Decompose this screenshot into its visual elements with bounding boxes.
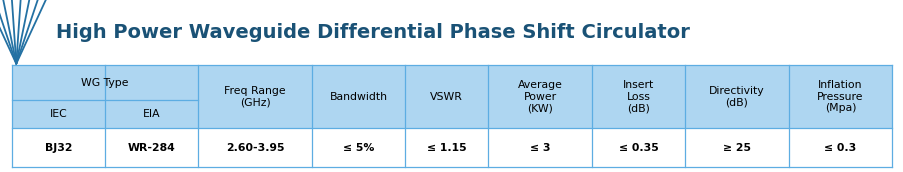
Bar: [787, 65, 891, 128]
Bar: [405, 128, 488, 167]
Bar: [684, 128, 787, 167]
Text: Bandwidth: Bandwidth: [330, 92, 387, 102]
Bar: [105, 128, 198, 167]
Bar: [591, 128, 684, 167]
Text: Inflation
Pressure
(Mpa): Inflation Pressure (Mpa): [816, 80, 862, 113]
Text: Insert
Loss
(dB): Insert Loss (dB): [622, 80, 654, 113]
Bar: [105, 65, 198, 128]
Text: ≤ 0.35: ≤ 0.35: [618, 143, 657, 153]
Bar: [198, 65, 312, 128]
Text: ≤ 3: ≤ 3: [529, 143, 550, 153]
Bar: [198, 128, 312, 167]
Text: ≤ 0.3: ≤ 0.3: [824, 143, 856, 153]
Bar: [312, 128, 405, 167]
Text: BJ32: BJ32: [44, 143, 72, 153]
Text: Average
Power
(KW): Average Power (KW): [517, 80, 562, 113]
Text: EIA: EIA: [143, 109, 160, 119]
Text: High Power Waveguide Differential Phase Shift Circulator: High Power Waveguide Differential Phase …: [56, 23, 689, 42]
Text: Freq Range
(GHz): Freq Range (GHz): [224, 86, 285, 108]
Bar: [488, 128, 591, 167]
Bar: [312, 65, 405, 128]
Bar: [405, 65, 488, 128]
Text: ≤ 5%: ≤ 5%: [343, 143, 374, 153]
Text: ≥ 25: ≥ 25: [722, 143, 750, 153]
Bar: [12, 128, 105, 167]
Text: Directivity
(dB): Directivity (dB): [708, 86, 764, 108]
Text: ≤ 1.15: ≤ 1.15: [426, 143, 466, 153]
Text: WR-284: WR-284: [127, 143, 175, 153]
Text: VSWR: VSWR: [430, 92, 462, 102]
Bar: [787, 128, 891, 167]
Bar: [12, 65, 105, 128]
Bar: [591, 65, 684, 128]
Bar: [684, 65, 787, 128]
Text: WG Type: WG Type: [81, 78, 128, 88]
Text: 2.60-3.95: 2.60-3.95: [226, 143, 284, 153]
Bar: [488, 65, 591, 128]
Text: IEC: IEC: [50, 109, 67, 119]
